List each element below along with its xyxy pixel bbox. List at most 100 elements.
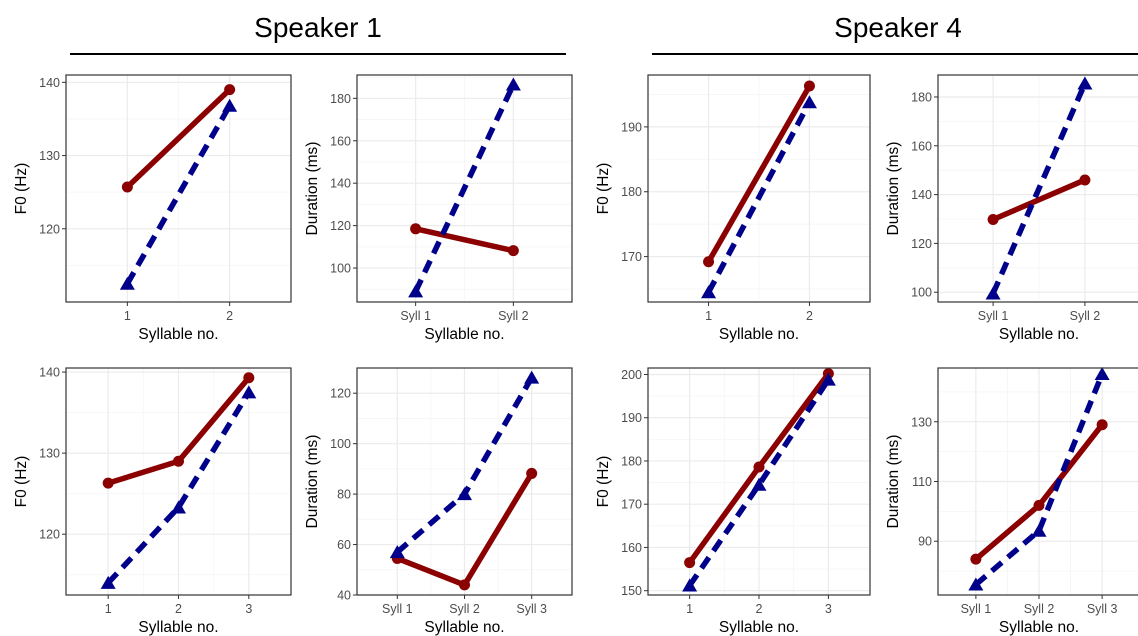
x-axis-label: Syllable no. <box>999 326 1079 343</box>
triangle-marker <box>222 98 238 112</box>
x-tick-label: 1 <box>705 309 712 323</box>
panel-3: 170 180 190 1 2 Syllable no. F0 (Hz) <box>595 74 871 343</box>
triangle-marker <box>505 77 521 91</box>
y-tick-label: 160 <box>911 139 932 153</box>
circle-marker <box>987 213 999 225</box>
y-tick-label: 170 <box>621 498 642 512</box>
y-tick-label: 180 <box>621 185 642 199</box>
circle-marker <box>803 80 815 92</box>
y-tick-label: 60 <box>337 538 351 552</box>
speaker-1-rule <box>70 53 566 55</box>
triangle-marker <box>389 545 405 559</box>
solid-series-line <box>706 84 812 264</box>
x-tick-label: Syll 1 <box>382 602 413 616</box>
x-tick-label: Syll 3 <box>516 602 547 616</box>
x-axis-label: Syllable no. <box>719 619 799 636</box>
panel-border <box>647 74 871 303</box>
y-tick-label: 120 <box>39 222 60 236</box>
y-tick-label: 130 <box>39 447 60 461</box>
y-tick-label: 90 <box>918 535 932 549</box>
dashed-series-line <box>124 104 233 286</box>
circle-marker <box>224 84 236 96</box>
solid-series-line <box>992 177 1086 223</box>
panel-border <box>65 74 292 303</box>
triangle-marker <box>100 575 116 589</box>
y-tick-label: 100 <box>330 262 351 276</box>
x-axis-label: Syllable no. <box>719 326 799 343</box>
y-tick-label: 120 <box>911 237 932 251</box>
triangle-marker <box>985 286 1001 300</box>
y-tick-label: 200 <box>621 368 642 382</box>
triangle-marker <box>119 276 135 290</box>
panel-border <box>937 74 1138 303</box>
panel-5: 120 130 140 1 2 3 Syllable no. F0 (Hz) <box>13 366 292 636</box>
x-tick-label: Syll 2 <box>498 309 529 323</box>
triangle-marker <box>1077 76 1093 90</box>
y-tick-label: 170 <box>621 250 642 264</box>
x-tick-label: 1 <box>124 309 131 323</box>
y-tick-label: 120 <box>330 387 351 401</box>
x-tick-label: 2 <box>806 309 813 323</box>
speaker-4-rule <box>652 53 1138 55</box>
triangle-marker <box>701 285 717 299</box>
circle-marker <box>121 181 133 193</box>
y-tick-label: 140 <box>39 76 60 90</box>
circle-marker <box>1096 419 1108 431</box>
x-tick-label: Syll 3 <box>1087 602 1118 616</box>
circle-marker <box>410 223 422 235</box>
triangle-marker <box>524 370 540 384</box>
y-axis-label: Duration (ms) <box>885 435 902 529</box>
triangle-marker <box>682 578 698 592</box>
y-tick-label: 160 <box>330 134 351 148</box>
x-tick-label: 2 <box>175 602 182 616</box>
solid-series-line <box>125 87 232 190</box>
dashed-series-line <box>990 82 1088 295</box>
circle-marker <box>753 461 765 473</box>
triangle-marker <box>457 487 472 501</box>
circle-marker <box>684 557 696 569</box>
y-tick-label: 40 <box>337 589 351 603</box>
x-tick-label: Syll 1 <box>961 602 992 616</box>
triangle-marker <box>408 284 424 298</box>
y-axis-label: Duration (ms) <box>885 142 902 236</box>
circle-marker <box>507 245 519 257</box>
x-tick-label: Syll 1 <box>978 309 1009 323</box>
y-axis-label: F0 (Hz) <box>595 456 612 508</box>
y-tick-label: 180 <box>911 90 932 104</box>
x-axis-label: Syllable no. <box>424 326 504 343</box>
triangle-marker <box>1031 523 1047 537</box>
x-axis-label: Syllable no. <box>424 619 504 636</box>
x-tick-label: Syll 2 <box>1024 602 1055 616</box>
y-tick-label: 190 <box>621 411 642 425</box>
panel-2: 100 120 140 160 180 Syll 1 Syll 2 Syllable no. D… <box>304 74 573 343</box>
panel-border <box>356 74 573 303</box>
x-axis-label: Syllable no. <box>138 326 218 343</box>
dashed-series-line <box>413 83 516 293</box>
y-tick-label: 140 <box>330 177 351 191</box>
dashed-series-line <box>106 390 252 585</box>
circle-marker <box>102 477 114 489</box>
y-tick-label: 140 <box>39 366 60 380</box>
y-tick-label: 140 <box>911 188 932 202</box>
y-tick-label: 150 <box>621 584 642 598</box>
x-tick-label: Syll 2 <box>449 602 480 616</box>
x-tick-label: 1 <box>686 602 693 616</box>
circle-marker <box>526 467 538 479</box>
circle-marker <box>243 372 255 384</box>
circle-marker <box>459 579 470 591</box>
solid-series-line <box>415 226 514 254</box>
triangle-marker <box>171 500 186 514</box>
y-tick-label: 130 <box>911 415 932 429</box>
speaker-1-title: Speaker 1 <box>254 12 382 43</box>
x-tick-label: 3 <box>825 602 832 616</box>
y-tick-label: 110 <box>912 475 932 489</box>
x-tick-label: 2 <box>756 602 763 616</box>
circle-marker <box>173 455 184 467</box>
y-tick-label: 120 <box>330 219 351 233</box>
triangle-marker <box>241 385 257 399</box>
y-tick-label: 160 <box>621 541 642 555</box>
y-axis-label: F0 (Hz) <box>13 456 30 508</box>
x-tick-label: 2 <box>226 309 233 323</box>
